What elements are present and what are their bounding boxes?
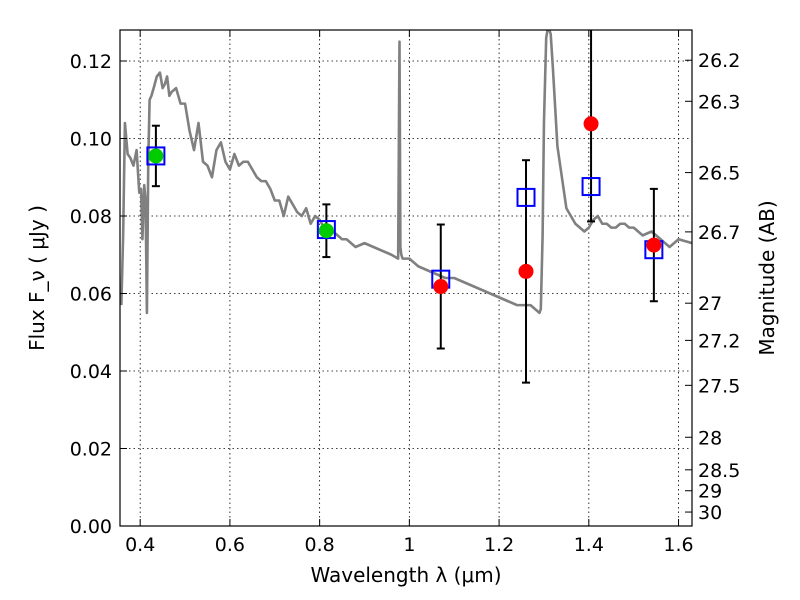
y-tick-label: 0.00 (70, 516, 112, 538)
right-tick-label: 29 (698, 481, 722, 503)
x-tick-label: 1.4 (574, 534, 604, 556)
x-tick-label: 0.6 (215, 534, 245, 556)
x-tick-label: 1.6 (663, 534, 693, 556)
right-axis-label: Magnitude (AB) (755, 200, 779, 355)
right-tick-label: 26.2 (698, 50, 740, 72)
right-tick-label: 26.5 (698, 163, 740, 185)
right-tick-label: 26.3 (698, 91, 740, 113)
y-axis-label: Flux F_ν ( μJy ) (25, 205, 49, 351)
y-tick-label: 0.02 (70, 439, 112, 461)
data-point (433, 279, 449, 295)
data-point (148, 148, 164, 164)
right-tick-label: 26.7 (698, 222, 740, 244)
square-marker (581, 177, 601, 197)
x-tick-label: 1 (403, 534, 415, 556)
y-tick-label: 0.06 (70, 284, 112, 306)
data-point (583, 116, 599, 132)
x-tick-label: 0.8 (305, 534, 335, 556)
x-axis-label: Wavelength λ (μm) (310, 563, 501, 587)
x-tick-label: 0.4 (125, 534, 155, 556)
y-tick-label: 0.08 (70, 206, 112, 228)
right-tick-label: 28.5 (698, 460, 740, 482)
y-tick-label: 0.10 (70, 129, 112, 151)
square-marker (516, 187, 536, 207)
right-tick-label: 27 (698, 293, 722, 315)
grid (120, 30, 692, 527)
tick-marks (120, 30, 692, 527)
right-tick-label: 27.5 (698, 375, 740, 397)
y-tick-label: 0.12 (70, 51, 112, 73)
plot-frame (119, 29, 693, 527)
right-tick-label: 28 (698, 427, 722, 449)
data-point (518, 263, 534, 279)
spectrum-layer (120, 30, 692, 315)
x-tick-label: 1.2 (484, 534, 514, 556)
spectrum-line (120, 30, 692, 315)
square-marker (146, 146, 166, 166)
right-tick-label: 27.2 (698, 330, 740, 352)
y-tick-label: 0.04 (70, 361, 112, 383)
right-tick-label: 30 (698, 502, 722, 524)
marker-layer (146, 30, 664, 384)
data-point (318, 223, 334, 239)
data-point (646, 237, 662, 253)
tick-labels: 0.4 0.6 0.8 1 1.2 1.4 1.6 0.00 0.02 0.04 0.06 0.08 0… (70, 50, 741, 556)
